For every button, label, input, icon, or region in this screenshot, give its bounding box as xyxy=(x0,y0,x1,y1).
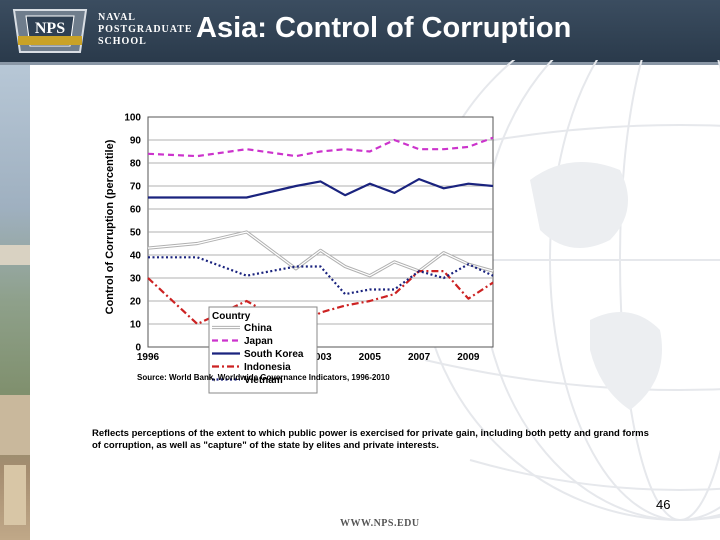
y-tick-label: 100 xyxy=(124,113,141,124)
legend-title: Country xyxy=(212,311,251,322)
y-tick-label: 70 xyxy=(130,182,142,193)
photo-shoreline xyxy=(0,245,30,265)
x-tick-label: 1996 xyxy=(137,352,160,363)
photo-building xyxy=(0,395,30,455)
corruption-line-chart: Control of Corruption (percentile) 0 10 20… xyxy=(104,113,494,394)
series-line-japan xyxy=(147,136,494,158)
y-tick-label: 50 xyxy=(130,228,142,239)
y-tick-label: 80 xyxy=(130,159,142,170)
nps-logo-icon: NPS xyxy=(12,9,88,53)
logo-text: NPS xyxy=(35,20,65,37)
school-name-line3: SCHOOL xyxy=(98,36,147,47)
y-tick-label: 60 xyxy=(130,205,142,216)
series-line-vietnam xyxy=(148,256,494,296)
school-name: NAVAL POSTGRADUATE SCHOOL xyxy=(98,12,193,48)
x-tick-label: 2007 xyxy=(408,352,431,363)
legend-label-south-korea: South Korea xyxy=(244,349,304,360)
slide-header: NPS NAVAL POSTGRADUATE SCHOOL Asia: Cont… xyxy=(0,0,720,62)
header-divider xyxy=(0,62,720,65)
legend-label-japan: Japan xyxy=(244,336,273,347)
series-line-south-korea xyxy=(148,177,494,199)
school-name-line2: POSTGRADUATE xyxy=(98,24,193,35)
photo-tower xyxy=(4,465,26,525)
y-axis-label: Control of Corruption (percentile) xyxy=(104,139,116,314)
y-tick-label: 90 xyxy=(130,136,142,147)
indicator-description: Reflects perceptions of the extent to wh… xyxy=(92,428,649,451)
y-tick-label: 30 xyxy=(130,274,142,285)
x-tick-label: 2005 xyxy=(359,352,382,363)
legend-label-china: China xyxy=(244,323,272,334)
y-tick-label: 20 xyxy=(130,297,142,308)
slide-title: Asia: Control of Corruption xyxy=(196,12,572,44)
legend: Country China Japan South Korea Indonesia Vi… xyxy=(208,306,318,394)
y-tick-label: 0 xyxy=(135,343,141,354)
x-tick-label: 2003 xyxy=(309,352,332,363)
page-number: 46 xyxy=(656,497,671,512)
x-tick-label: 2009 xyxy=(457,352,480,363)
globe-watermark-icon xyxy=(419,60,720,521)
campus-photo-strip xyxy=(0,65,30,540)
y-tick-label: 10 xyxy=(130,320,142,331)
legend-label-vietnam: Vietnam xyxy=(244,375,283,386)
chart-source: Source: World Bank, Worldwide Governance… xyxy=(137,373,390,382)
legend-label-indonesia: Indonesia xyxy=(244,362,291,373)
series-line-inner-china xyxy=(147,231,494,277)
y-tick-label: 40 xyxy=(130,251,142,262)
school-name-line1: NAVAL xyxy=(98,12,136,23)
footer-url: WWW.NPS.EDU xyxy=(340,518,420,529)
